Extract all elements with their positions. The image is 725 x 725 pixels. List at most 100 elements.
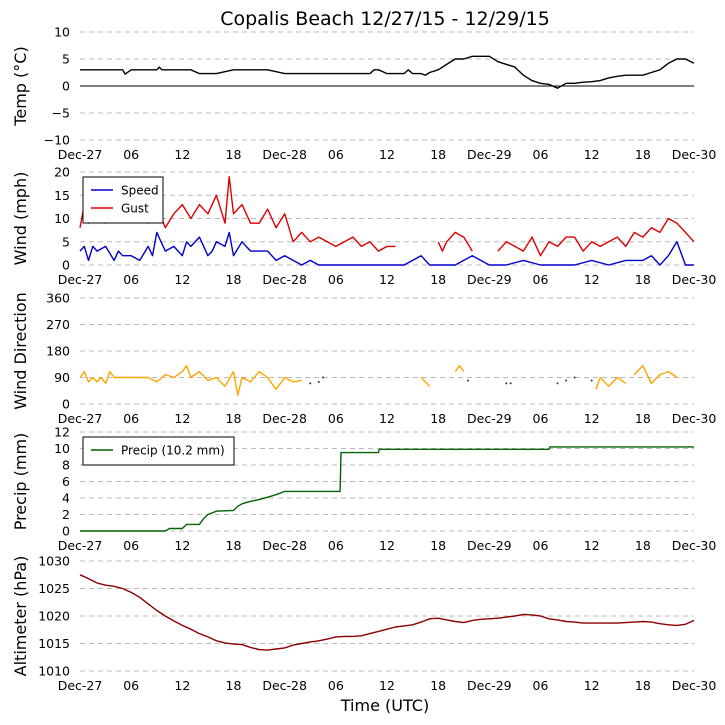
y-tick-label: −10 [44, 133, 70, 148]
data-point [556, 382, 559, 385]
x-tick-label: 06 [328, 538, 344, 553]
chart-title: Copalis Beach 12/27/15 - 12/29/15 [220, 8, 550, 30]
x-tick-label: 18 [430, 272, 446, 287]
x-tick-label: 12 [584, 678, 600, 693]
legend-label: Speed [121, 184, 159, 198]
series-line [79, 574, 695, 651]
series-segment [420, 377, 431, 387]
series-segment [497, 217, 695, 257]
y-tick-label: 270 [46, 317, 70, 332]
x-tick-label: 18 [430, 411, 446, 426]
y-axis-label: Precip (mm) [11, 433, 30, 531]
y-tick-label: −5 [52, 106, 70, 121]
x-tick-label: Dec-29 [467, 538, 512, 553]
y-tick-label: 15 [54, 188, 70, 203]
x-tick-label: Dec-30 [672, 538, 717, 553]
x-tick-label: Dec-28 [262, 538, 307, 553]
data-point [573, 376, 576, 379]
data-point [317, 380, 320, 383]
series-segment [437, 231, 473, 252]
series-line [79, 231, 694, 266]
series-direction [79, 365, 678, 396]
series-line [80, 446, 694, 532]
x-tick-label: 06 [533, 678, 549, 693]
x-tick-label: Dec-27 [58, 411, 103, 426]
x-tick-label: 06 [123, 411, 139, 426]
x-tick-label: 06 [123, 272, 139, 287]
x-tick-label: 18 [430, 538, 446, 553]
y-tick-label: 1020 [38, 609, 70, 624]
x-tick-label: 12 [174, 411, 190, 426]
x-tick-label: 18 [226, 147, 242, 162]
y-tick-label: 1025 [38, 581, 70, 596]
x-tick-label: Dec-30 [672, 147, 717, 162]
x-tick-label: Dec-30 [672, 678, 717, 693]
series-precip-10-2-mm- [80, 446, 694, 532]
x-tick-label: 12 [379, 678, 395, 693]
x-tick-label: Dec-30 [672, 272, 717, 287]
x-tick-label: 06 [123, 147, 139, 162]
x-tick-label: 18 [635, 272, 651, 287]
series-segment [454, 365, 465, 373]
x-tick-label: 18 [635, 411, 651, 426]
legend-box [82, 436, 235, 466]
legend-box [82, 176, 164, 224]
x-tick-label: 18 [226, 678, 242, 693]
x-tick-label: 06 [328, 411, 344, 426]
y-tick-label: 0 [62, 524, 70, 539]
x-tick-label: 06 [123, 678, 139, 693]
x-tick-label: 06 [123, 538, 139, 553]
x-tick-label: 12 [174, 147, 190, 162]
x-tick-label: Dec-29 [467, 678, 512, 693]
x-tick-label: 18 [635, 147, 651, 162]
x-tick-label: 18 [226, 411, 242, 426]
y-tick-label: 1030 [38, 554, 70, 569]
x-tick-label: Dec-29 [467, 411, 512, 426]
legend-label: Precip (10.2 mm) [121, 444, 225, 458]
series-segment [595, 376, 627, 390]
x-tick-label: Dec-27 [58, 147, 103, 162]
y-tick-label: 20 [54, 165, 70, 180]
x-tick-label: 12 [379, 272, 395, 287]
y-tick-label: 0 [62, 79, 70, 94]
x-tick-label: 18 [430, 678, 446, 693]
x-tick-label: 12 [379, 538, 395, 553]
y-tick-label: 10 [54, 211, 70, 226]
x-tick-label: 18 [430, 147, 446, 162]
x-tick-label: 06 [328, 272, 344, 287]
series-line [80, 55, 695, 89]
y-tick-label: 6 [62, 474, 70, 489]
y-tick-label: 2 [62, 507, 70, 522]
series-temp [80, 55, 695, 89]
y-tick-label: 1015 [38, 636, 70, 651]
y-tick-label: 180 [46, 344, 70, 359]
x-tick-label: Dec-27 [58, 272, 103, 287]
y-tick-label: 12 [54, 425, 70, 440]
legend-label: Gust [121, 202, 149, 216]
series-line [79, 365, 302, 396]
x-tick-label: 12 [174, 272, 190, 287]
y-tick-label: 10 [54, 441, 70, 456]
y-axis-label: Altimeter (hPa) [11, 556, 30, 677]
series-speed [79, 231, 694, 266]
x-tick-label: 06 [328, 678, 344, 693]
x-tick-label: 12 [584, 411, 600, 426]
y-axis-label: Wind Direction [11, 292, 30, 410]
x-tick-label: 06 [533, 147, 549, 162]
x-tick-label: Dec-28 [262, 272, 307, 287]
y-tick-label: 0 [62, 258, 70, 273]
y-axis-label: Temp (°C) [11, 46, 30, 126]
y-tick-label: 0 [62, 397, 70, 412]
y-tick-label: 360 [46, 291, 70, 306]
x-tick-label: 18 [226, 538, 242, 553]
y-tick-label: 8 [62, 458, 70, 473]
y-tick-label: 4 [62, 491, 70, 506]
x-tick-label: 12 [174, 538, 190, 553]
y-axis-label: Wind (mph) [11, 172, 30, 266]
x-tick-label: Dec-27 [58, 678, 103, 693]
